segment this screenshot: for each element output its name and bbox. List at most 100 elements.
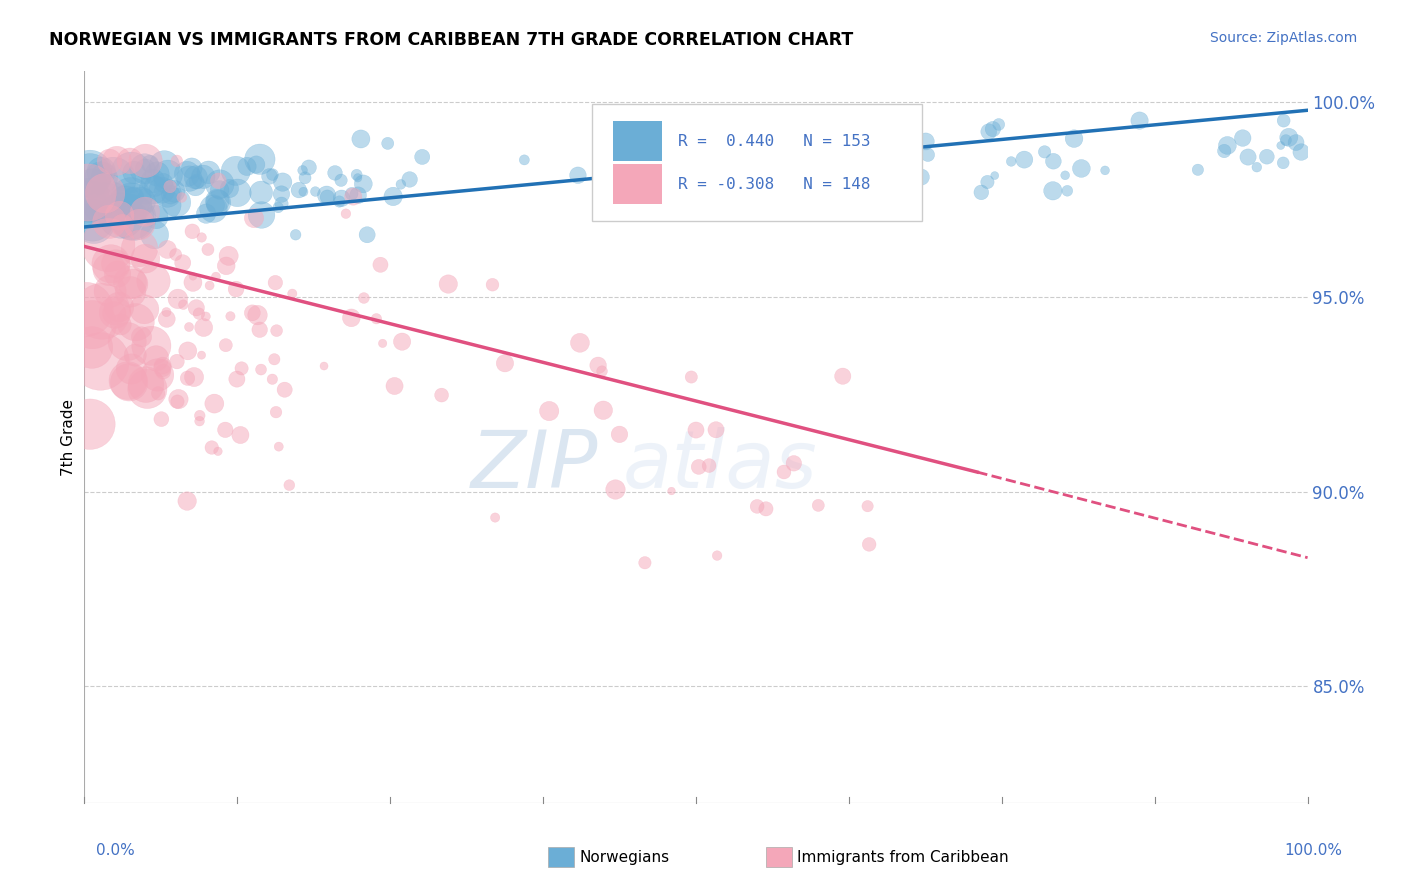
Point bbox=[883, 147, 905, 161]
Point bbox=[284, 227, 307, 242]
Point bbox=[184, 170, 207, 185]
Point bbox=[776, 183, 799, 197]
Point bbox=[90, 164, 112, 178]
Point bbox=[134, 302, 156, 317]
Point bbox=[605, 483, 627, 497]
Point bbox=[323, 166, 346, 180]
Point bbox=[163, 184, 186, 198]
Point bbox=[225, 282, 247, 296]
Point bbox=[207, 444, 229, 458]
Point bbox=[382, 189, 405, 203]
Point bbox=[250, 186, 273, 200]
Point bbox=[773, 465, 796, 479]
Point bbox=[891, 169, 914, 183]
Point bbox=[609, 427, 631, 442]
Point bbox=[273, 383, 295, 397]
FancyBboxPatch shape bbox=[592, 104, 922, 221]
Point bbox=[166, 292, 188, 306]
Point bbox=[98, 196, 121, 211]
Point bbox=[1216, 138, 1239, 153]
Point bbox=[79, 417, 101, 432]
Bar bbox=[613, 121, 662, 161]
Point bbox=[1232, 131, 1254, 145]
Point bbox=[83, 216, 105, 230]
Point bbox=[1054, 169, 1077, 183]
Point bbox=[98, 154, 121, 169]
Text: R = -0.308   N = 148: R = -0.308 N = 148 bbox=[678, 178, 870, 193]
Point bbox=[312, 359, 335, 373]
Point bbox=[75, 302, 97, 317]
Point bbox=[122, 190, 145, 204]
Point bbox=[1070, 161, 1092, 176]
Point bbox=[271, 175, 294, 189]
Point bbox=[122, 211, 145, 225]
Point bbox=[695, 156, 717, 170]
Point bbox=[236, 160, 259, 174]
Point bbox=[156, 186, 179, 201]
Point bbox=[117, 374, 139, 388]
Point bbox=[298, 161, 321, 175]
Point bbox=[856, 499, 879, 513]
Point bbox=[218, 249, 240, 263]
Point bbox=[79, 165, 101, 179]
Point bbox=[214, 423, 236, 437]
Point bbox=[153, 159, 176, 173]
Point bbox=[143, 227, 166, 242]
Point bbox=[567, 168, 589, 182]
Point bbox=[145, 210, 167, 224]
Point bbox=[172, 256, 194, 270]
Point bbox=[910, 170, 932, 185]
Text: Source: ZipAtlas.com: Source: ZipAtlas.com bbox=[1209, 31, 1357, 45]
Point bbox=[250, 362, 273, 376]
Point bbox=[207, 195, 229, 210]
Point bbox=[124, 315, 146, 329]
Point bbox=[176, 167, 198, 181]
Point bbox=[179, 171, 201, 186]
Point bbox=[127, 206, 149, 220]
Point bbox=[225, 164, 247, 178]
Point bbox=[1278, 130, 1301, 145]
Point bbox=[82, 213, 104, 227]
Point bbox=[270, 196, 292, 211]
Point bbox=[1256, 150, 1278, 164]
Point bbox=[225, 372, 247, 386]
Point bbox=[90, 171, 112, 186]
Point bbox=[851, 180, 873, 194]
Point bbox=[831, 369, 853, 384]
Point bbox=[267, 201, 290, 215]
Text: ZIP: ZIP bbox=[471, 427, 598, 506]
Point bbox=[1270, 138, 1292, 153]
Point bbox=[207, 174, 229, 188]
Point bbox=[207, 194, 229, 208]
Point bbox=[219, 310, 242, 324]
Point bbox=[592, 403, 614, 417]
Point bbox=[135, 153, 157, 168]
Point bbox=[1094, 163, 1116, 178]
Point bbox=[754, 184, 776, 198]
Point bbox=[785, 128, 807, 143]
Point bbox=[134, 204, 156, 219]
Point bbox=[734, 154, 756, 169]
Point bbox=[205, 269, 228, 284]
Point bbox=[1033, 145, 1056, 159]
Point bbox=[156, 312, 179, 326]
Point bbox=[146, 167, 169, 181]
Point bbox=[983, 169, 1005, 183]
Point bbox=[240, 306, 263, 320]
Point bbox=[103, 306, 125, 320]
Point bbox=[914, 135, 936, 149]
Point bbox=[176, 371, 198, 385]
Point bbox=[131, 194, 153, 209]
Point bbox=[763, 148, 786, 162]
Y-axis label: 7th Grade: 7th Grade bbox=[60, 399, 76, 475]
Point bbox=[987, 118, 1010, 132]
Text: NORWEGIAN VS IMMIGRANTS FROM CARIBBEAN 7TH GRADE CORRELATION CHART: NORWEGIAN VS IMMIGRANTS FROM CARIBBEAN 7… bbox=[49, 31, 853, 49]
Point bbox=[366, 311, 388, 326]
Point bbox=[152, 360, 174, 375]
Point bbox=[145, 351, 167, 366]
Point bbox=[229, 428, 252, 442]
Point bbox=[744, 150, 766, 164]
Point bbox=[226, 186, 249, 200]
Point bbox=[177, 343, 200, 358]
Point bbox=[80, 341, 103, 355]
